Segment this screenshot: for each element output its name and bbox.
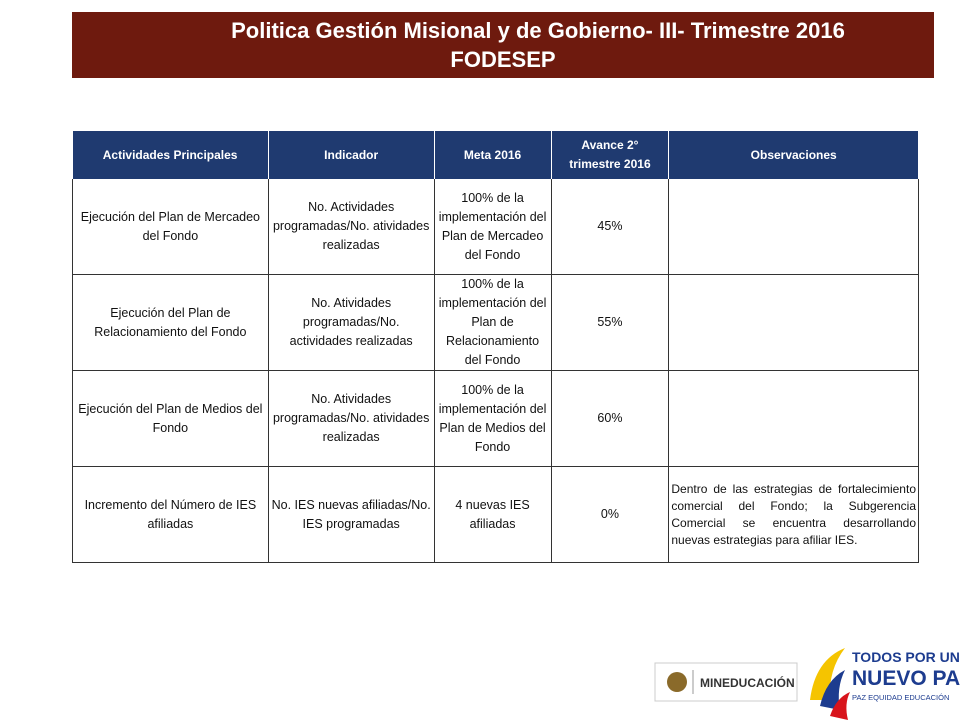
table-cell: 4 nuevas IES afiliadas (434, 466, 552, 563)
flag-red (830, 692, 850, 720)
table-body: Ejecución del Plan de Mercadeo del Fondo… (72, 179, 919, 563)
table-cell (668, 179, 919, 275)
table-cell: No. Atividades programadas/No. actividad… (268, 274, 435, 371)
flag-yellow (810, 648, 845, 700)
column-header: Observaciones (668, 131, 919, 179)
table-row: Ejecución del Plan de Relacionamiento de… (72, 274, 919, 371)
table-cell: No. IES nuevas afiliadas/No. IES program… (268, 466, 435, 563)
table-cell: No. Atividades programadas/No. atividade… (268, 370, 435, 467)
table-cell: 45% (551, 179, 670, 275)
table-cell: 0% (551, 466, 670, 563)
title-banner: Politica Gestión Misional y de Gobierno-… (72, 12, 934, 78)
table-cell: 60% (551, 370, 670, 467)
slogan-line: TODOS POR UN (852, 649, 960, 665)
table-cell: Ejecución del Plan de Relacionamiento de… (72, 274, 269, 371)
table-cell: Ejecución del Plan de Medios del Fondo (72, 370, 269, 467)
table-row: Incremento del Número de IES afiliadas No… (72, 466, 919, 563)
flag-blue (820, 670, 845, 710)
header-row: Actividades Principales Indicador Meta 201… (72, 131, 919, 179)
motto: PAZ EQUIDAD EDUCACIÓN (852, 693, 949, 702)
table-cell: Incremento del Número de IES afiliadas (72, 466, 269, 563)
ministry-seal (667, 672, 687, 692)
table-cell: 100% de la implementación del Plan de Me… (434, 370, 552, 467)
table-cell: No. Actividades programadas/No. atividad… (268, 179, 435, 275)
table-row: Ejecución del Plan de Medios del Fondo No… (72, 370, 919, 467)
activity-table: Actividades Principales Indicador Meta 201… (72, 131, 919, 563)
title-line: Politica Gestión Misional y de Gobierno-… (231, 18, 845, 43)
table-cell: 55% (551, 274, 670, 371)
table-cell: Dentro de las estrategias de fortalecimi… (668, 466, 919, 563)
ministry-name: MINEDUCACIÓN (700, 675, 795, 690)
column-header: Indicador (268, 131, 435, 179)
column-header: Avance 2° trimestre 2016 (551, 131, 670, 179)
table-cell: 100% de la implementación del Plan de Me… (434, 179, 552, 275)
logos: MINEDUCACIÓN TODOS POR UN NUEVO PAÍS PAZ… (654, 648, 960, 720)
title-line: FODESEP (450, 47, 556, 72)
column-header: Meta 2016 (434, 131, 552, 179)
table-cell: 100% de la implementación del Plan de Re… (434, 274, 552, 371)
table-row: Ejecución del Plan de Mercadeo del Fondo… (72, 179, 919, 275)
table-cell (668, 370, 919, 467)
column-header: Actividades Principales (72, 131, 269, 179)
slogan-line: NUEVO PAÍS (852, 667, 960, 690)
table-cell: Ejecución del Plan de Mercadeo del Fondo (72, 179, 269, 275)
table-cell (668, 274, 919, 371)
